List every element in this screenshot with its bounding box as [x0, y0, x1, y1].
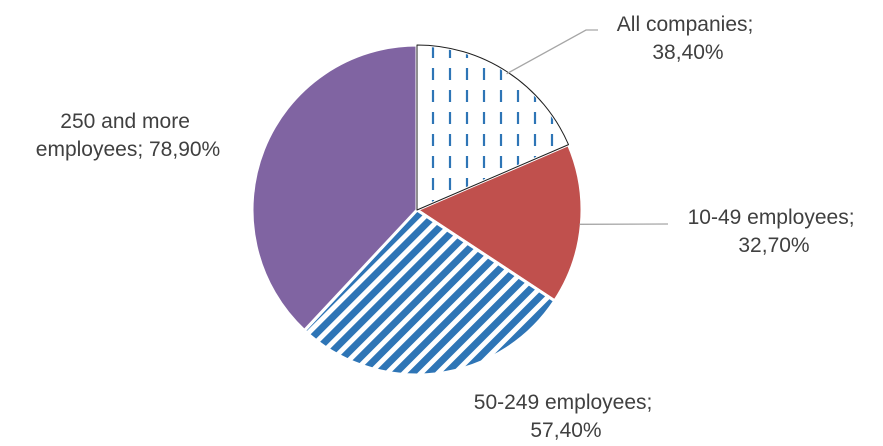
data-label-10-49-employees-value: 32,70%	[738, 234, 809, 257]
svg-text:50-249 employees; 57,40%: 50-249 employees; 57,40%	[474, 391, 658, 442]
data-label-10-49-employees: 10-49 employees; 32,70%	[688, 206, 861, 257]
leader-line-all-companies	[506, 29, 598, 75]
pie-slice-all-companies-outline	[416, 44, 569, 211]
data-label-250-and-more-employees-line2: employees; 78,90%	[36, 138, 220, 161]
svg-text:10-49 employees; 32,70%: 10-49 employees; 32,70%	[688, 206, 861, 257]
data-label-50-249-employees-value: 57,40%	[530, 419, 601, 442]
leader-lines	[506, 29, 669, 225]
data-label-250-and-more-employees: 250 and more employees; 78,90%	[36, 110, 220, 161]
data-label-all-companies-category: All companies;	[617, 13, 754, 36]
data-label-10-49-employees-category: 10-49 employees;	[688, 206, 855, 229]
pie-slice-250-and-more-employees	[250, 43, 419, 333]
svg-text:250 and more employees;: 250 and more employees; 78,90%	[36, 110, 220, 161]
svg-text:All companies; 38,40%: All companies; 38,40%	[617, 13, 759, 64]
pie-slice-50-249-employees	[302, 208, 557, 377]
pie-slices	[250, 43, 584, 377]
data-label-all-companies-value: 38,40%	[652, 41, 723, 64]
data-label-250-and-more-employees-line1: 250 and more	[60, 110, 190, 133]
data-label-50-249-employees: 50-249 employees; 57,40%	[474, 391, 658, 442]
data-label-50-249-employees-category: 50-249 employees;	[474, 391, 653, 414]
data-label-all-companies: All companies; 38,40%	[617, 13, 759, 64]
